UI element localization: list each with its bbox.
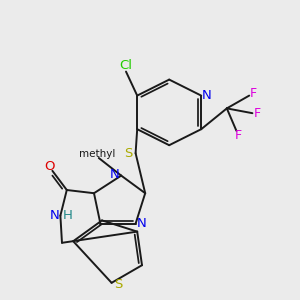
Text: O: O (44, 160, 54, 173)
Text: F: F (254, 107, 261, 120)
Text: S: S (124, 147, 133, 160)
Text: N: N (202, 89, 212, 102)
Text: F: F (250, 88, 256, 100)
Text: N: N (137, 217, 147, 230)
Text: N: N (50, 209, 59, 222)
Text: N: N (110, 167, 120, 181)
Text: methyl: methyl (79, 149, 116, 159)
Text: F: F (235, 129, 242, 142)
Text: Cl: Cl (119, 59, 133, 72)
Text: H: H (62, 209, 72, 222)
Text: S: S (114, 278, 123, 291)
